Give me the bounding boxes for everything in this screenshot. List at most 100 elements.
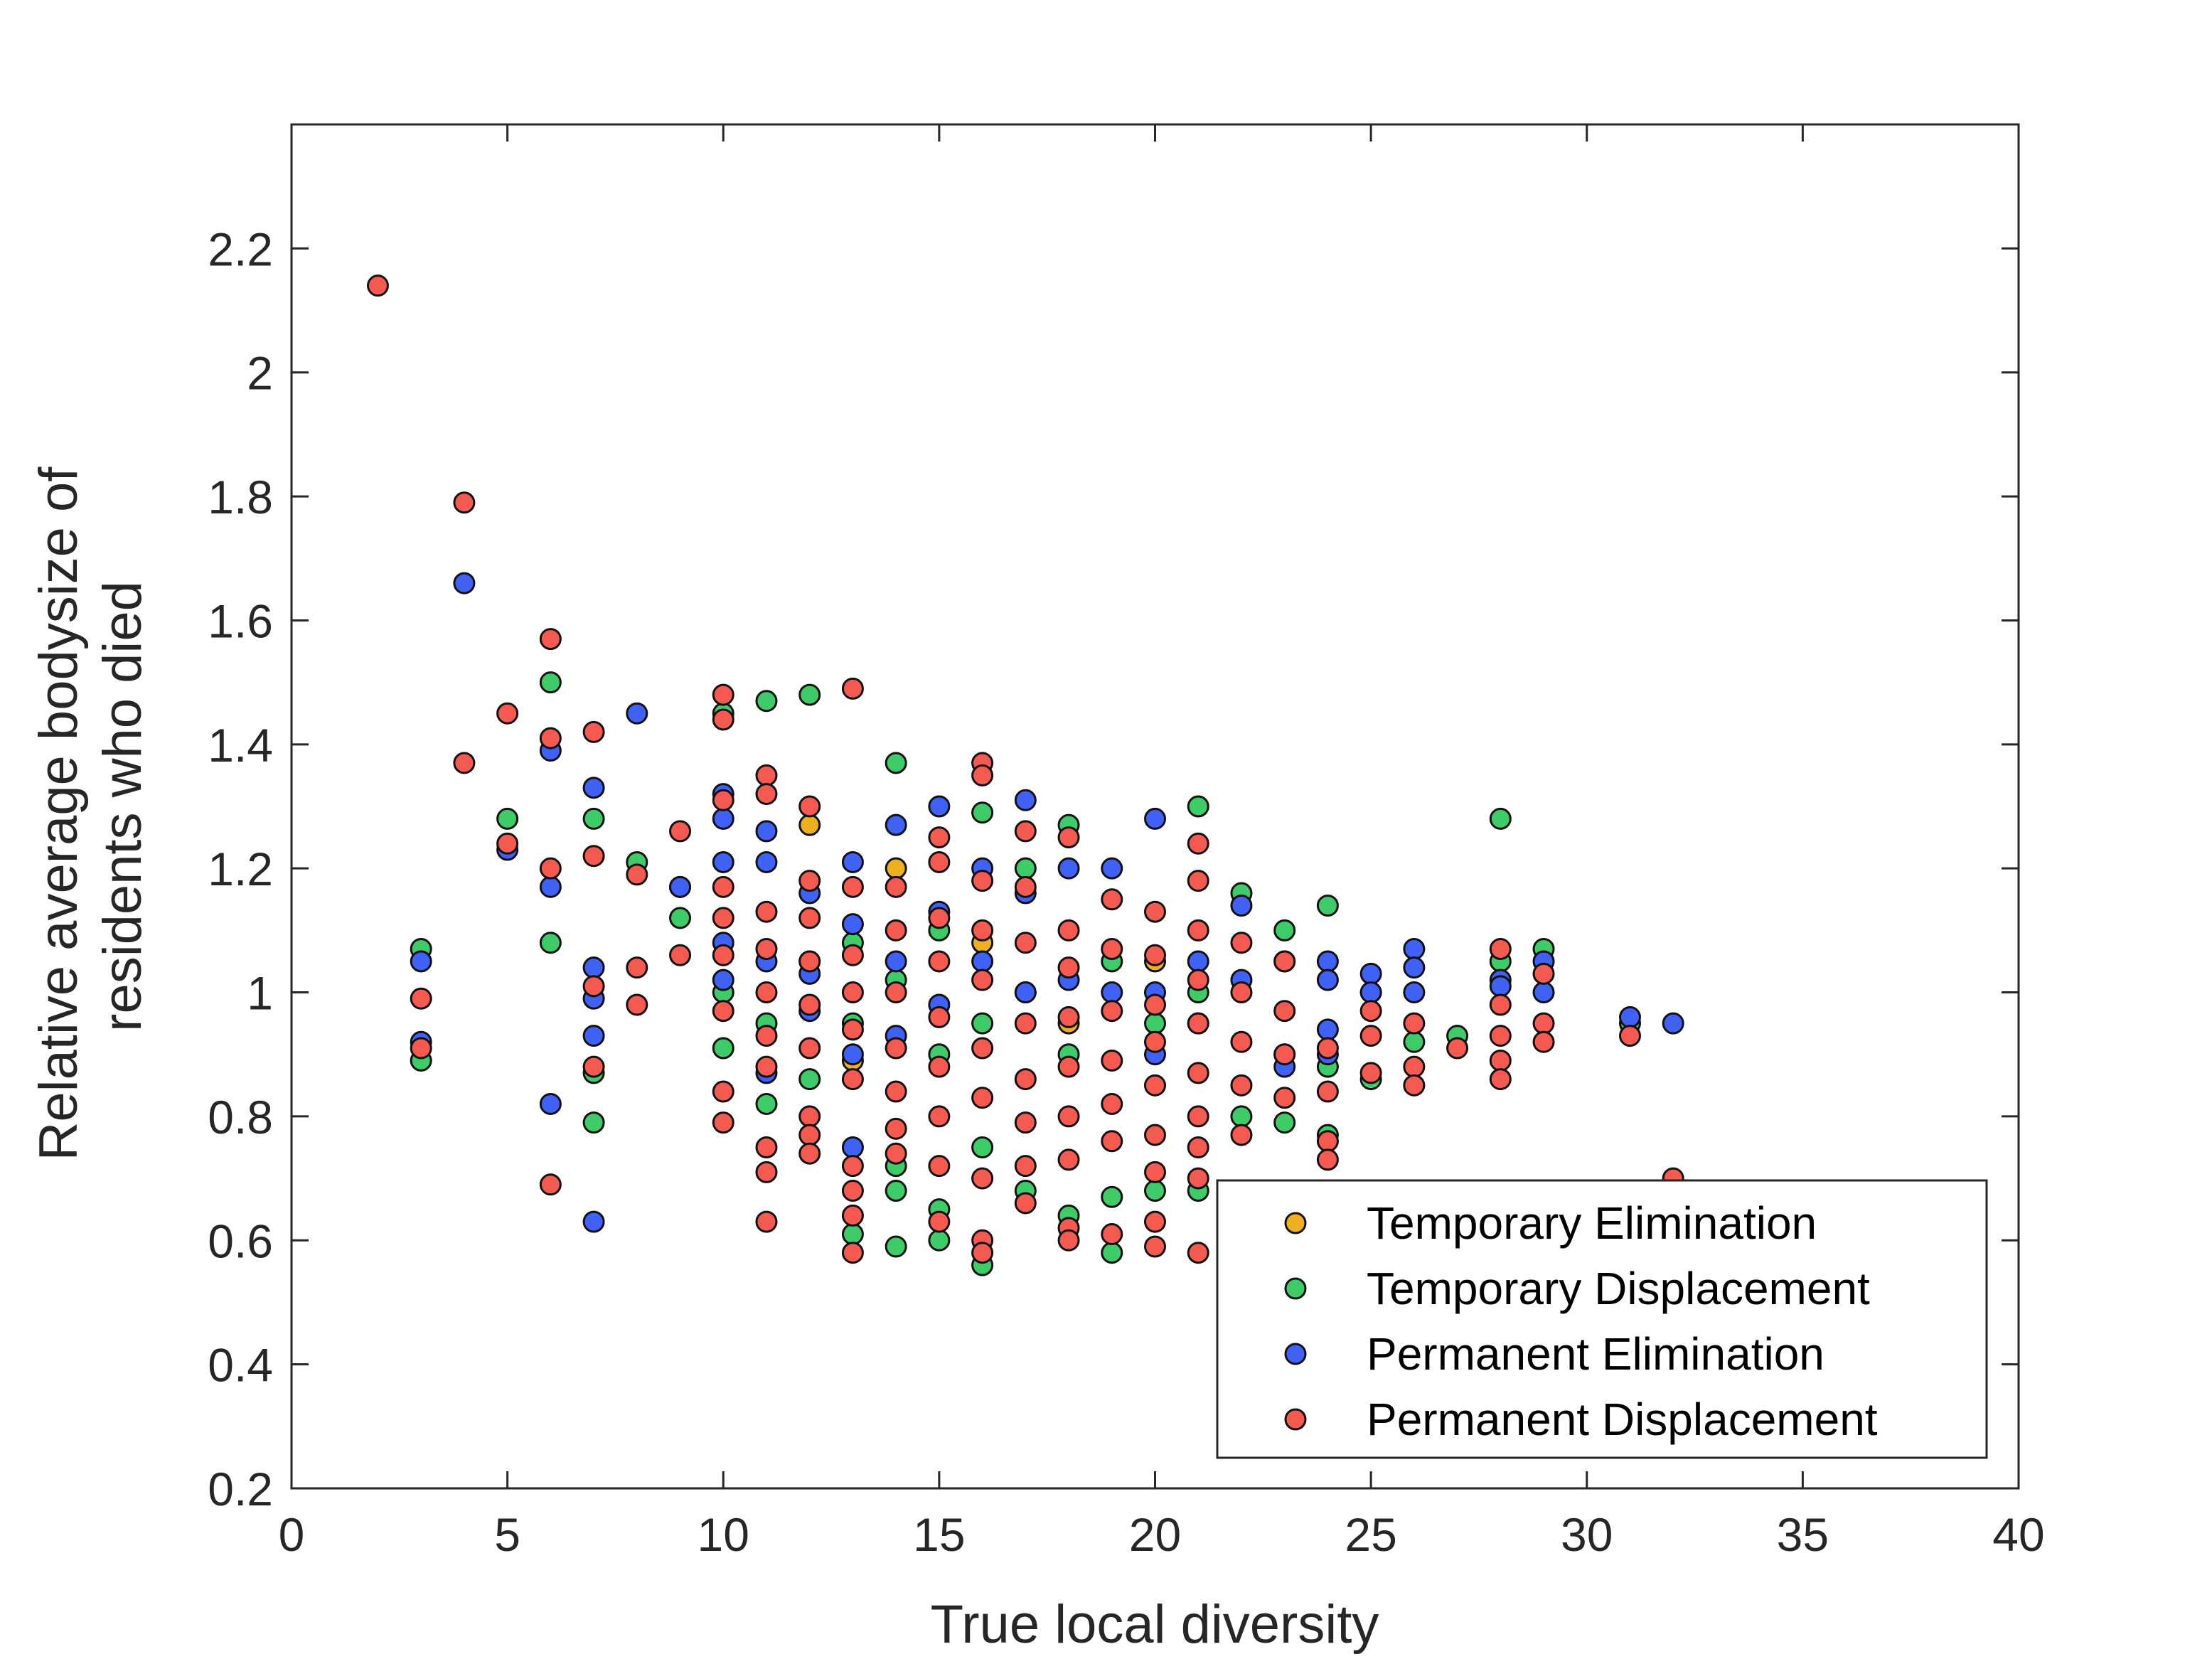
data-point: [755, 1055, 778, 1078]
data-point: [798, 907, 821, 929]
data-point: [841, 1180, 864, 1202]
data-point: [669, 820, 692, 843]
data-point: [1316, 969, 1339, 991]
data-point: [539, 671, 562, 694]
data-point: [971, 1037, 994, 1060]
data-point: [496, 702, 519, 725]
data-point: [626, 993, 648, 1016]
data-point: [1230, 1124, 1253, 1146]
data-point: [885, 857, 907, 880]
data-point: [1057, 1148, 1080, 1171]
data-point: [626, 702, 648, 725]
data-point: [1014, 875, 1037, 898]
data-point: [1144, 1030, 1166, 1053]
data-point: [582, 807, 605, 830]
data-point: [1618, 1025, 1641, 1047]
data-point: [755, 1092, 778, 1115]
data-point: [1532, 981, 1555, 1004]
data-point: [1273, 1000, 1296, 1023]
data-point: [841, 981, 864, 1004]
data-point: [1230, 1030, 1253, 1053]
data-point: [1187, 1105, 1209, 1128]
data-point: [755, 900, 778, 923]
data-point: [1489, 1049, 1512, 1072]
data-point: [1230, 981, 1253, 1004]
data-points: [366, 274, 1684, 1276]
data-point: [1144, 944, 1166, 966]
data-point: [539, 1092, 562, 1115]
data-point: [798, 795, 821, 818]
data-point: [1101, 1130, 1123, 1153]
data-point: [971, 870, 994, 892]
data-point: [971, 919, 994, 941]
data-point: [928, 1005, 951, 1028]
data-point: [798, 993, 821, 1016]
data-point: [712, 969, 734, 991]
data-point: [971, 1167, 994, 1190]
data-point: [1014, 932, 1037, 954]
data-point: [366, 274, 389, 297]
data-point: [1403, 1074, 1426, 1097]
legend-label: Permanent Elimination: [1367, 1328, 1824, 1380]
data-point: [1532, 1030, 1555, 1053]
data-point: [582, 975, 605, 998]
data-point: [1532, 962, 1555, 985]
y-tick-label: 1.2: [208, 843, 273, 895]
data-point: [928, 1105, 951, 1128]
data-point: [755, 783, 778, 806]
data-point: [1187, 1167, 1209, 1190]
data-point: [1101, 1092, 1123, 1115]
data-point: [1144, 1124, 1166, 1146]
data-point: [1144, 900, 1166, 923]
data-point: [1144, 1235, 1166, 1258]
data-point: [1014, 1155, 1037, 1178]
data-point: [971, 801, 994, 824]
data-point: [1403, 956, 1426, 979]
data-point: [971, 1012, 994, 1035]
data-point: [1662, 1012, 1684, 1035]
data-point: [712, 875, 734, 898]
data-point: [885, 981, 907, 1004]
data-point: [539, 857, 562, 880]
data-point: [1101, 1185, 1123, 1208]
legend-label: Temporary Displacement: [1367, 1263, 1870, 1314]
data-point: [971, 1242, 994, 1264]
data-point: [1359, 1025, 1382, 1047]
data-point: [885, 1117, 907, 1140]
x-tick-label: 15: [913, 1508, 965, 1561]
data-point: [1489, 1025, 1512, 1047]
data-point: [798, 1142, 821, 1165]
data-point: [669, 944, 692, 966]
data-point: [410, 987, 432, 1010]
data-point: [1187, 1242, 1209, 1264]
data-point: [582, 720, 605, 743]
data-point: [841, 1136, 864, 1158]
axis-ticks: 0 5 10 15 20 25 30 35 40 0.2 0.4 0.6 0.8 1 1.2 1.4 1.6 1.…: [208, 124, 2045, 1561]
data-point: [971, 764, 994, 786]
data-point: [1618, 1005, 1641, 1028]
data-point: [798, 950, 821, 973]
data-point: [1187, 969, 1209, 991]
data-point: [1273, 1087, 1296, 1109]
x-tick-label: 20: [1129, 1508, 1181, 1561]
x-tick-label: 40: [1992, 1508, 2044, 1561]
data-point: [453, 752, 476, 774]
data-point: [755, 690, 778, 713]
data-point: [1403, 1012, 1426, 1035]
data-point: [1187, 795, 1209, 818]
data-point: [1489, 1068, 1512, 1091]
data-point: [712, 850, 734, 873]
data-point: [712, 944, 734, 966]
data-point: [1101, 857, 1123, 880]
data-point: [1359, 962, 1382, 985]
series-3: [366, 274, 1684, 1264]
data-point: [1489, 993, 1512, 1016]
data-point: [928, 950, 951, 973]
data-point: [453, 572, 476, 594]
data-point: [1403, 981, 1426, 1004]
y-tick-label: 2.2: [208, 223, 273, 275]
data-point: [539, 727, 562, 750]
data-point: [971, 1136, 994, 1158]
data-point: [885, 875, 907, 898]
data-point: [971, 1087, 994, 1109]
